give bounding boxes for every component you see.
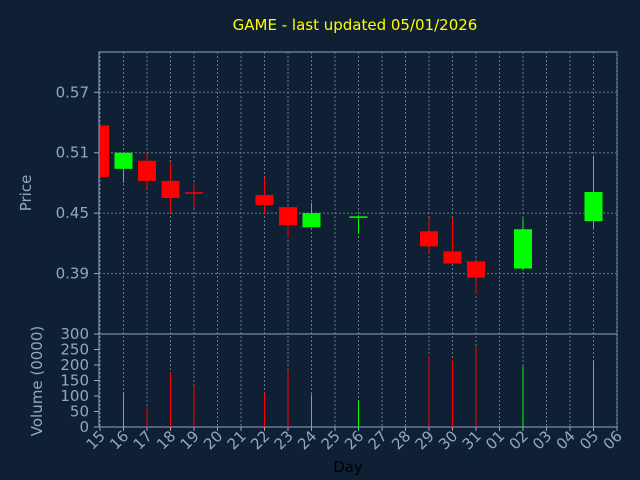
volume-tick-label: 200 bbox=[60, 356, 89, 374]
candle-body bbox=[514, 229, 532, 269]
x-tick-label: 06 bbox=[600, 427, 626, 453]
price-tick-label: 0.39 bbox=[56, 265, 89, 283]
volume-tick-label: 150 bbox=[60, 372, 89, 390]
x-tick-label: 05 bbox=[576, 427, 602, 453]
x-tick-label: 20 bbox=[200, 427, 226, 453]
x-tick-label: 23 bbox=[271, 427, 297, 453]
x-tick-label: 30 bbox=[435, 427, 461, 453]
x-tick-label: 27 bbox=[365, 427, 391, 453]
volume-tick-label: 250 bbox=[60, 341, 89, 359]
x-tick-label: 02 bbox=[506, 427, 532, 453]
x-tick-label: 16 bbox=[106, 427, 132, 453]
x-axis-label: Day bbox=[333, 458, 363, 476]
candle-body bbox=[279, 207, 297, 226]
candle-body bbox=[138, 160, 156, 181]
x-tick-label: 19 bbox=[177, 427, 203, 453]
x-axis: 1516171819202122232425262728293031010203… bbox=[83, 427, 626, 453]
x-tick-label: 29 bbox=[412, 427, 438, 453]
x-tick-label: 17 bbox=[130, 427, 156, 453]
candle-body bbox=[255, 195, 274, 206]
volume-tick-label: 0 bbox=[79, 418, 89, 436]
volume-series bbox=[123, 346, 594, 427]
candlestick-series bbox=[99, 125, 603, 294]
x-tick-label: 04 bbox=[553, 427, 579, 453]
x-tick-label: 26 bbox=[341, 427, 367, 453]
volume-tick-label: 50 bbox=[70, 403, 89, 421]
volume-axis-label: Volume (0000) bbox=[28, 326, 46, 436]
chart-title: GAME - last updated 05/01/2026 bbox=[233, 16, 478, 34]
candle-body bbox=[420, 231, 438, 247]
x-tick-label: 01 bbox=[482, 427, 508, 453]
candle-body bbox=[467, 261, 485, 278]
candle-body bbox=[302, 213, 321, 228]
volume-tick-label: 100 bbox=[60, 387, 89, 405]
x-tick-label: 22 bbox=[247, 427, 273, 453]
volume-tick-label: 300 bbox=[60, 325, 89, 343]
price-y-axis: 0.57 0.51 0.45 0.39 bbox=[56, 83, 99, 283]
price-axis-label: Price bbox=[17, 175, 35, 212]
x-tick-label: 21 bbox=[224, 427, 250, 453]
x-tick-label: 24 bbox=[294, 427, 320, 453]
price-tick-label: 0.51 bbox=[56, 144, 89, 162]
candle-body bbox=[161, 180, 180, 199]
x-tick-label: 31 bbox=[459, 427, 485, 453]
price-tick-label: 0.45 bbox=[56, 204, 89, 222]
grid-lines bbox=[99, 52, 618, 427]
price-tick-label: 0.57 bbox=[56, 83, 89, 101]
x-tick-label: 28 bbox=[388, 427, 414, 453]
candle-body bbox=[100, 125, 109, 177]
candle-body bbox=[443, 251, 462, 264]
x-tick-label: 25 bbox=[318, 427, 344, 453]
candle-body bbox=[114, 152, 133, 169]
x-tick-label: 18 bbox=[153, 427, 179, 453]
x-tick-label: 03 bbox=[529, 427, 555, 453]
candle-body bbox=[584, 191, 603, 222]
